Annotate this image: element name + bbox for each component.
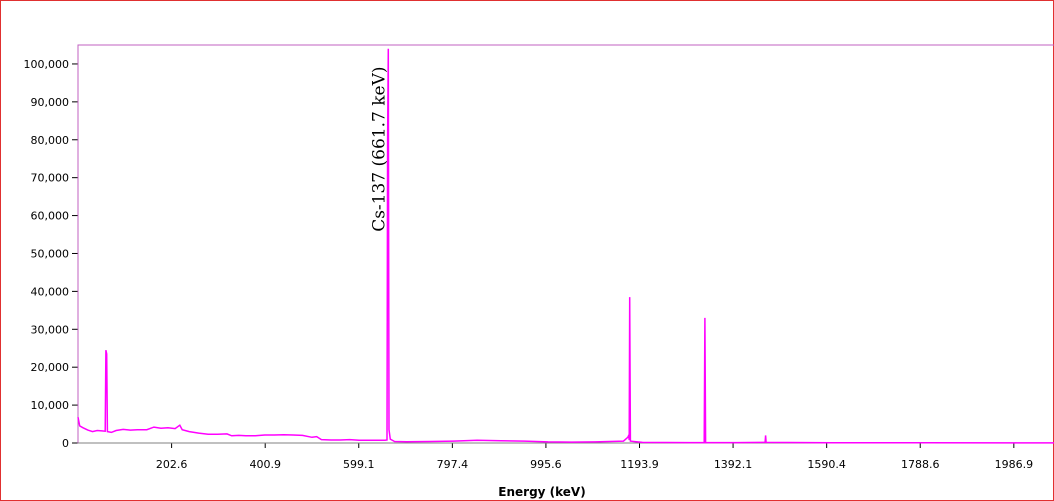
y-tick-label: 40,000 (31, 285, 70, 298)
x-axis-label: Energy (keV) (498, 485, 585, 499)
plot-area (77, 44, 1054, 444)
x-tick-label: 1590.4 (807, 458, 846, 471)
x-axis-ticks: 202.6 400.9 599.1 797.4 995.6 1193.9 1392.1 159… (156, 443, 1033, 471)
y-tick-label: 100,000 (24, 58, 70, 71)
x-tick-label: 797.4 (437, 458, 469, 471)
y-tick-label: 60,000 (31, 210, 70, 223)
x-tick-label: 1392.1 (714, 458, 753, 471)
x-tick-label: 400.9 (249, 458, 281, 471)
y-axis-ticks: 0 10,000 20,000 30,000 40,000 50,000 60,000 70,… (24, 58, 78, 450)
y-tick-label: 10,000 (31, 399, 70, 412)
x-tick-label: 1986.9 (995, 458, 1034, 471)
cs137-peak-annotation: Cs-137 (661.7 keV) (369, 66, 389, 231)
y-tick-label: 50,000 (31, 247, 70, 260)
x-tick-label: 599.1 (343, 458, 375, 471)
y-tick-label: 90,000 (31, 96, 70, 109)
y-tick-label: 30,000 (31, 323, 70, 336)
spectrum-series-line (77, 48, 1054, 444)
x-tick-label: 202.6 (156, 458, 188, 471)
x-tick-label: 995.6 (530, 458, 562, 471)
y-tick-label: 0 (62, 437, 69, 450)
y-tick-label: 20,000 (31, 361, 70, 374)
x-tick-label: 1193.9 (620, 458, 659, 471)
y-tick-label: 70,000 (31, 172, 70, 185)
y-tick-label: 80,000 (31, 134, 70, 147)
x-tick-label: 1788.6 (901, 458, 940, 471)
